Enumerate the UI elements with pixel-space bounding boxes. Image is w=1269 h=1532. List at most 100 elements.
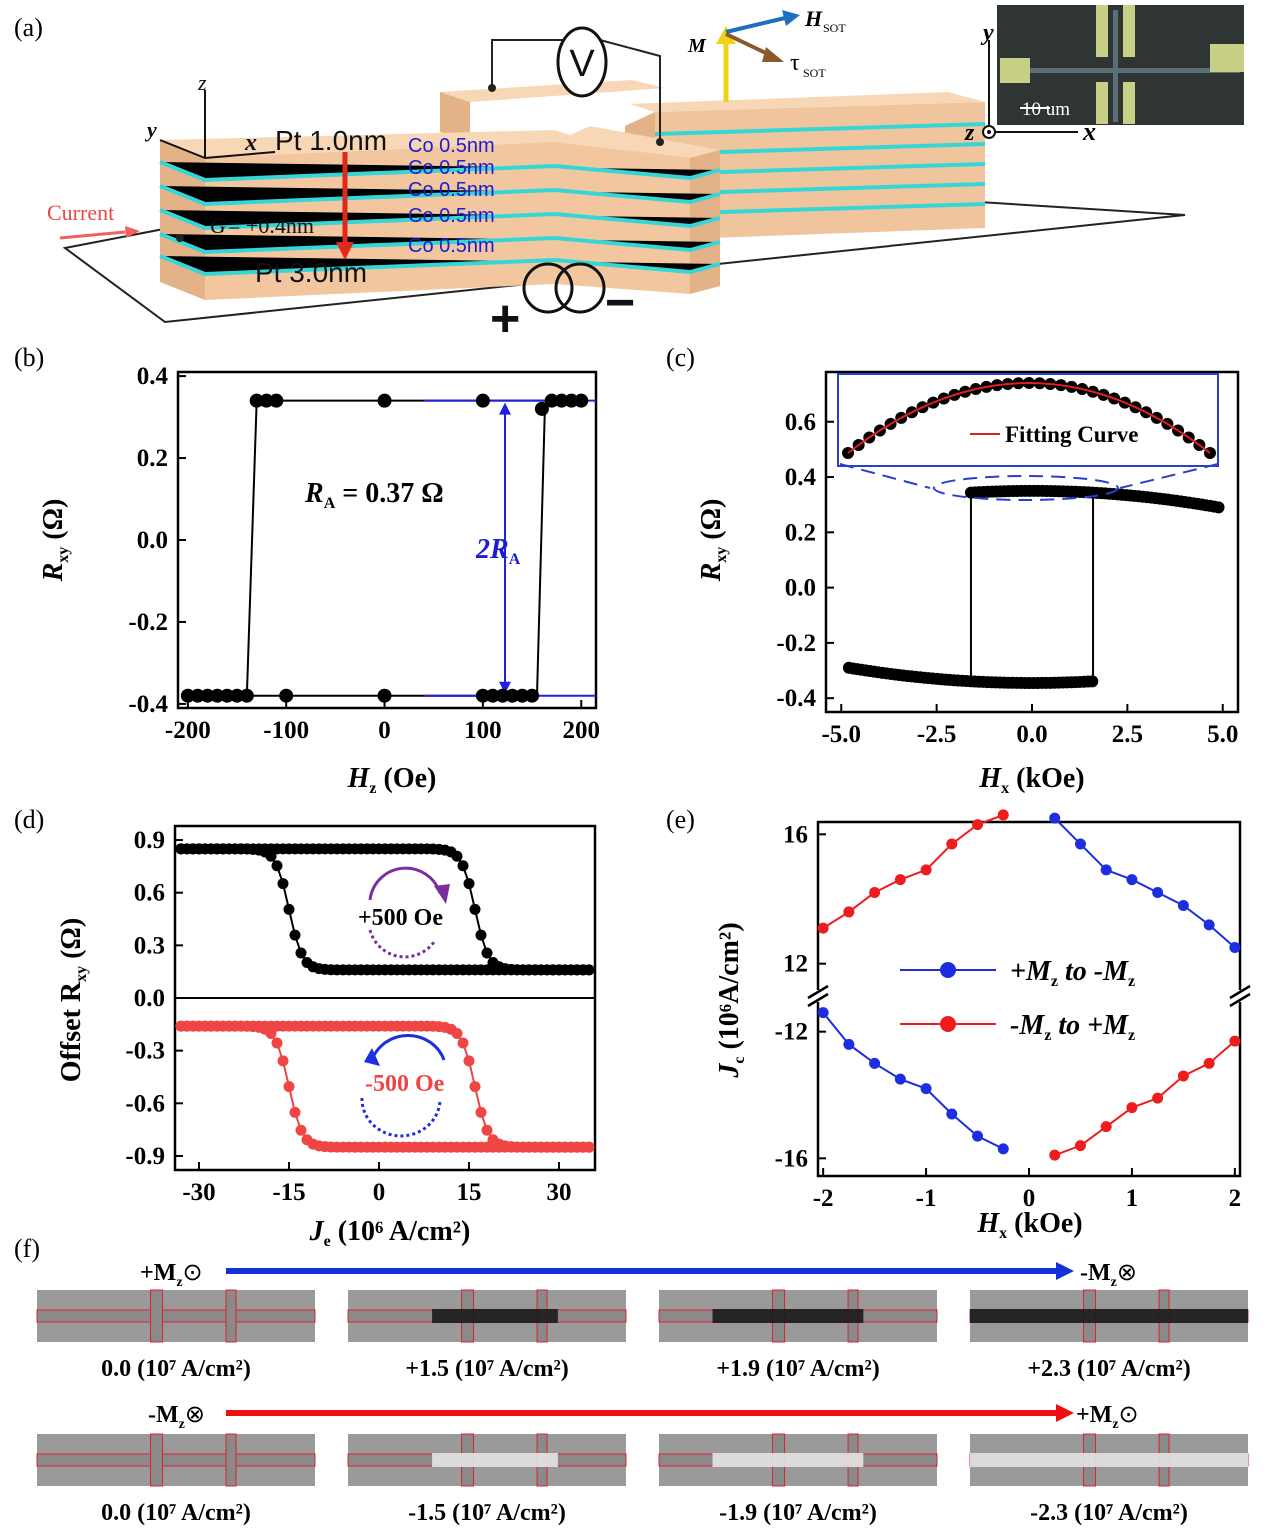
series-red-point bbox=[283, 1081, 295, 1093]
row2-start-label: -Mz⊗ bbox=[148, 1402, 205, 1432]
series-red-point bbox=[920, 864, 932, 876]
data-point bbox=[534, 401, 549, 416]
series-blue-point bbox=[946, 1108, 958, 1120]
moke-caption: +2.3 (10⁷ A/cm²) bbox=[1027, 1356, 1190, 1382]
plot-e-marks bbox=[817, 809, 1241, 1161]
series-blue-point bbox=[1049, 812, 1061, 824]
inset-scale-bar: 10 um bbox=[1022, 99, 1070, 120]
data-point bbox=[564, 393, 579, 408]
series-red-point bbox=[817, 922, 829, 934]
plot-d-xlabel: Je (10⁶ A/cm²) bbox=[309, 1216, 471, 1250]
y-tick-label: -12 bbox=[775, 1019, 808, 1046]
data-point bbox=[1086, 675, 1099, 688]
two-ra-arrowhead-top bbox=[499, 402, 511, 415]
data-point bbox=[574, 393, 589, 408]
data-point bbox=[475, 393, 490, 408]
two-ra-label: 2RA bbox=[475, 534, 521, 568]
series-blue-point bbox=[997, 1143, 1009, 1155]
series-red-label: -500 Oe bbox=[365, 1071, 445, 1097]
loop-line-b bbox=[187, 399, 582, 697]
two-ra-arrowhead-bottom bbox=[499, 681, 511, 694]
series-red-point bbox=[946, 838, 958, 850]
moke-hall-bar-vertical bbox=[150, 1433, 164, 1487]
plot-e-legend bbox=[900, 962, 996, 1032]
moke-caption: -1.5 (10⁷ A/cm²) bbox=[408, 1500, 566, 1526]
series-red-point bbox=[457, 1037, 469, 1049]
series-blue-point bbox=[1152, 887, 1164, 899]
y-tick-label: 12 bbox=[783, 951, 808, 978]
series-blue-point bbox=[1177, 899, 1189, 911]
axis-x-label: x bbox=[244, 130, 257, 156]
gap-value: = +0.4nm bbox=[228, 213, 314, 238]
x-tick-label: -100 bbox=[263, 717, 309, 744]
block-axes bbox=[159, 90, 276, 159]
series-black-point bbox=[481, 947, 493, 959]
series-blue-point bbox=[817, 1007, 829, 1019]
vector-tau-label: τ bbox=[790, 50, 800, 76]
y-tick-label: 0.2 bbox=[785, 519, 816, 546]
y-tick-label: -0.4 bbox=[128, 691, 168, 718]
series-red-point bbox=[295, 1124, 307, 1136]
row1-start-label: +Mz⊙ bbox=[140, 1260, 203, 1290]
series-black-point bbox=[451, 850, 463, 862]
voltmeter-lead-right bbox=[599, 39, 661, 140]
ra-annotation: RA = 0.37 Ω bbox=[304, 478, 444, 512]
zoom-lines bbox=[839, 463, 1219, 489]
legend-blue-label: +Mz to -Mz bbox=[1010, 956, 1135, 990]
panel-a-label: (a) bbox=[14, 13, 43, 42]
y-tick-label: -0.2 bbox=[776, 630, 816, 657]
axis-break bbox=[807, 984, 1251, 1008]
plot-e-xlabel: Hx (kOe) bbox=[976, 1208, 1082, 1242]
plot-b-frame bbox=[176, 370, 598, 710]
data-point bbox=[475, 688, 490, 703]
micrograph-inset bbox=[997, 5, 1244, 125]
x-tick-label: 15 bbox=[457, 1179, 482, 1206]
minus-sign: − bbox=[605, 274, 635, 332]
data-point bbox=[515, 688, 530, 703]
series-red-point bbox=[175, 1020, 187, 1032]
moke-row-1: 0.0 (10⁷ A/cm²) +1.5 (10⁷ A/cm²) +1.9 (10⁷… bbox=[36, 1289, 1249, 1382]
data-point bbox=[377, 688, 392, 703]
moke-caption: -2.3 (10⁷ A/cm²) bbox=[1030, 1500, 1188, 1526]
y-tick-label: -16 bbox=[775, 1145, 808, 1172]
moke-caption: +1.5 (10⁷ A/cm²) bbox=[405, 1356, 568, 1382]
x-tick-label: -2 bbox=[813, 1185, 834, 1212]
axis-y-label: y bbox=[144, 117, 157, 142]
x-tick-label: 30 bbox=[547, 1179, 572, 1206]
current-label: Current bbox=[47, 200, 114, 225]
x-tick-label: 5.0 bbox=[1207, 721, 1238, 748]
series-red-point bbox=[469, 1081, 481, 1093]
moke-domain bbox=[432, 1453, 558, 1467]
x-tick-label: -2.5 bbox=[917, 721, 957, 748]
series-red-point bbox=[271, 1037, 283, 1049]
series-red-point bbox=[277, 1055, 289, 1067]
y-tick-label: 0.0 bbox=[785, 575, 816, 602]
series-blue-point bbox=[1100, 864, 1112, 876]
current-arrow bbox=[59, 230, 126, 240]
x-tick-label: -200 bbox=[165, 717, 211, 744]
current-source-icon bbox=[522, 262, 606, 314]
legend-red-label: -Mz to +Mz bbox=[1010, 1010, 1135, 1044]
co-layer-2: Co 0.5nm bbox=[408, 157, 495, 179]
rotation-arrow-black bbox=[368, 866, 442, 901]
inset-z-label: z bbox=[964, 120, 975, 146]
data-point bbox=[190, 688, 205, 703]
y-tick-label: 0.6 bbox=[134, 880, 165, 907]
y-tick-label: 0.3 bbox=[134, 932, 165, 959]
x-tick-label: 0 bbox=[378, 717, 391, 744]
inset-x-label: x bbox=[1082, 117, 1096, 146]
co-layer-5: Co 0.5nm bbox=[408, 235, 495, 257]
loop-line-a bbox=[187, 399, 582, 697]
y-tick-label: -0.2 bbox=[128, 609, 168, 636]
data-point bbox=[495, 688, 510, 703]
panel-a: (a) bbox=[14, 5, 1244, 348]
series-blue-point bbox=[1229, 942, 1241, 953]
moke-hall-bar bbox=[36, 1453, 316, 1467]
series-black-point bbox=[469, 903, 481, 915]
inset-y-label: y bbox=[980, 20, 994, 46]
moke-caption: 0.0 (10⁷ A/cm²) bbox=[101, 1356, 251, 1382]
moke-caption: 0.0 (10⁷ A/cm²) bbox=[101, 1500, 251, 1526]
panel-d: (d) -30 -15 0 15 300.90.60.30.0-0.3-0.6-0.9 … bbox=[14, 805, 597, 1250]
y-tick-label: -0.6 bbox=[125, 1090, 165, 1117]
x-tick-label: 0 bbox=[1023, 1185, 1036, 1212]
